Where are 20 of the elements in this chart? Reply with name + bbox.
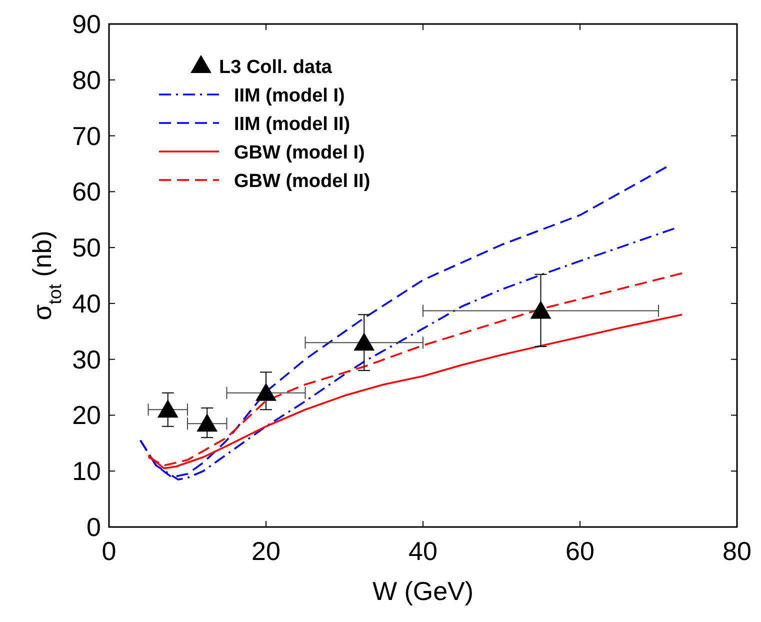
- y-tick-label: 30: [72, 344, 101, 374]
- legend-label: L3 Coll. data: [219, 57, 332, 78]
- x-tick-label: 80: [722, 536, 752, 566]
- legend-label: GBW (model I): [234, 142, 365, 164]
- y-tick-label: 40: [72, 288, 101, 318]
- legend-label: IIM (model I): [234, 86, 345, 106]
- y-tick-label: 10: [72, 456, 101, 486]
- y-tick-label: 60: [72, 176, 101, 207]
- y-tick-label: 90: [72, 9, 101, 39]
- y-tick-label: 50: [72, 232, 101, 263]
- y-tick-label: 20: [72, 400, 101, 430]
- y-tick-label: 80: [72, 64, 101, 95]
- x-tick-label: 60: [566, 536, 594, 566]
- y-tick-label: 0: [86, 512, 101, 542]
- y-tick-label: 70: [72, 120, 101, 151]
- legend-label: GBW (model II): [234, 171, 370, 192]
- x-axis-title: W (GeV): [372, 576, 474, 606]
- legend-label: IIM (model II): [234, 114, 350, 135]
- x-tick-label: 20: [252, 536, 280, 566]
- x-tick-label: 40: [408, 536, 438, 566]
